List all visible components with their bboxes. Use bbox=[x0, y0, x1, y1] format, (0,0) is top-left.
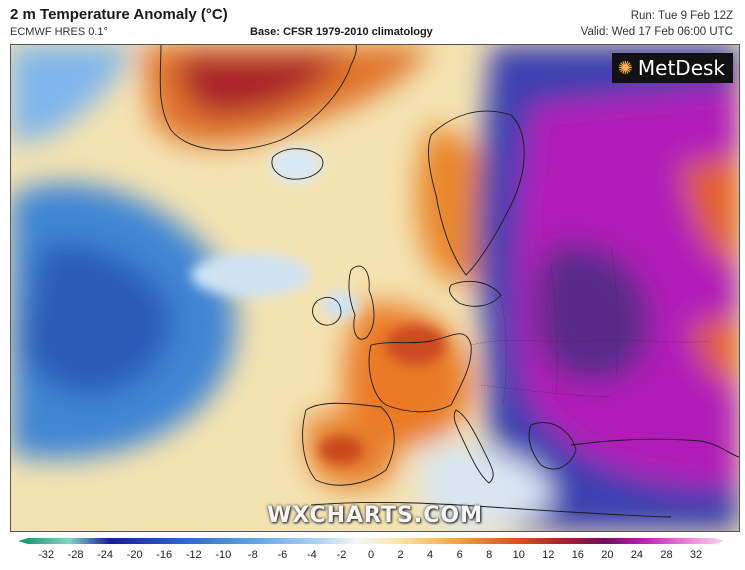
iceland-coast bbox=[271, 148, 324, 180]
legend-tick-label: 12 bbox=[542, 549, 555, 561]
denmark-coast bbox=[448, 281, 502, 307]
legend-tick-label: 2 bbox=[397, 549, 404, 561]
legend-tick-label: -32 bbox=[38, 549, 54, 561]
legend-tick-label: -20 bbox=[126, 549, 143, 561]
metdesk-logo: ✺ MetDesk bbox=[611, 53, 733, 83]
italy-coast bbox=[453, 409, 494, 484]
country-borders bbox=[470, 244, 712, 406]
legend-tick-label: 20 bbox=[601, 549, 614, 561]
border-line bbox=[500, 294, 507, 406]
ireland-coast bbox=[312, 297, 342, 326]
coastlines bbox=[159, 45, 739, 518]
atlantic-core-cold bbox=[21, 243, 173, 396]
france-coast bbox=[368, 333, 472, 413]
border-line bbox=[550, 264, 558, 396]
chart-header: 2 m Temperature Anomaly (°C) ECMWF HRES … bbox=[0, 0, 745, 44]
legend-tick-label: -4 bbox=[307, 549, 317, 561]
legend-tick-label: 0 bbox=[367, 549, 375, 561]
northwest-cool bbox=[11, 45, 131, 145]
legend-tick-label: -28 bbox=[67, 549, 84, 561]
far-east-warm bbox=[681, 155, 739, 265]
metdesk-logo-icon: ✺ bbox=[617, 57, 633, 79]
scandinavia-coast bbox=[428, 110, 525, 276]
legend-tick-label: 32 bbox=[689, 549, 703, 561]
legend-tick-label: -24 bbox=[97, 549, 114, 561]
turkey-coast bbox=[570, 438, 739, 458]
greenland-coast bbox=[159, 45, 357, 151]
iceland-cool bbox=[270, 147, 322, 183]
base-climatology-label: Base: CFSR 1979-2010 climatology bbox=[250, 26, 433, 38]
legend-min-arrow bbox=[18, 538, 28, 544]
iberia-coast bbox=[302, 402, 395, 486]
legend-max-arrow bbox=[714, 538, 724, 544]
legend-tick-label: -2 bbox=[336, 549, 347, 561]
extreme-cold-core bbox=[534, 243, 651, 383]
legend-ticks: -32 -28 -24 -20 -16 -12 -10 -8 -6 -4 -2 0 2 4 6 8 10 12 16… bbox=[28, 549, 714, 565]
great-britain-coast bbox=[348, 265, 375, 340]
legend-tick-label: 8 bbox=[486, 549, 493, 561]
legend-tick-label: -6 bbox=[277, 549, 288, 561]
legend-tick-label: 4 bbox=[427, 549, 434, 561]
southeast-warm bbox=[691, 315, 739, 385]
iberia-hot bbox=[319, 436, 363, 464]
color-bar bbox=[28, 538, 714, 544]
temperature-anomaly-map: ✺ MetDesk WXCHARTS.COM bbox=[10, 44, 740, 532]
color-scale-legend: -32 -28 -24 -20 -16 -12 -10 -8 -6 -4 -2 0 2 4 6 8 10 12 16… bbox=[14, 534, 736, 568]
greenland-hot bbox=[180, 55, 341, 115]
legend-tick-label: 24 bbox=[630, 549, 644, 561]
border-line bbox=[470, 339, 712, 346]
wxcharts-watermark: WXCHARTS.COM bbox=[267, 503, 483, 528]
logo-text: MetDesk bbox=[637, 56, 725, 80]
anomaly-field bbox=[11, 45, 739, 531]
legend-tick-label: 6 bbox=[456, 549, 463, 561]
border-line bbox=[610, 244, 619, 376]
valid-time-label: Valid: Wed 17 Feb 06:00 UTC bbox=[580, 26, 733, 38]
border-line bbox=[480, 384, 612, 398]
france-hot bbox=[386, 325, 446, 365]
legend-tick-label: 10 bbox=[512, 549, 525, 561]
map-canvas bbox=[11, 45, 739, 531]
greece-coast bbox=[528, 422, 577, 470]
legend-tick-label: -10 bbox=[215, 549, 232, 561]
north-africa-coast bbox=[310, 501, 672, 518]
legend-tick-label: -8 bbox=[247, 549, 258, 561]
legend-tick-label: 16 bbox=[571, 549, 584, 561]
run-time-label: Run: Tue 9 Feb 12Z bbox=[630, 10, 733, 22]
legend-tick-label: 28 bbox=[660, 549, 673, 561]
map-title: 2 m Temperature Anomaly (°C) bbox=[10, 6, 228, 23]
legend-tick-label: -12 bbox=[185, 549, 202, 561]
model-label: ECMWF HRES 0.1° bbox=[10, 26, 108, 38]
swirl-band bbox=[191, 253, 311, 297]
legend-tick-label: -16 bbox=[156, 549, 173, 561]
